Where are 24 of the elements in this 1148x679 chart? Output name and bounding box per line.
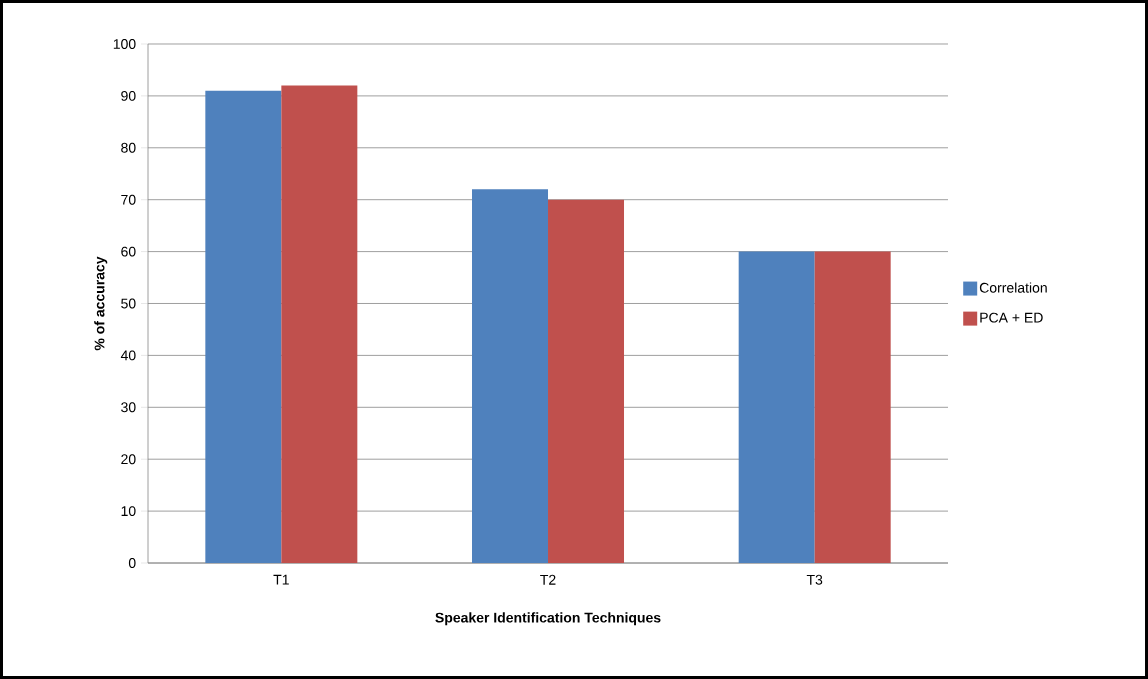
y-tick-label: 80 [121, 142, 136, 153]
x-tick-label: T1 [273, 574, 289, 585]
y-tick-label: 10 [121, 506, 136, 517]
y-tick-label: 60 [121, 246, 136, 257]
y-tick-label: 70 [121, 194, 136, 205]
x-tick-label: T2 [540, 574, 556, 585]
bar [738, 251, 815, 563]
x-tick-label: T3 [806, 574, 823, 585]
y-axis-title: % of accuracy [94, 256, 108, 351]
y-tick-label: 90 [121, 90, 136, 101]
y-tick-label: 30 [121, 402, 136, 413]
bar [281, 85, 358, 563]
y-tick-label: 40 [120, 350, 136, 361]
bar [548, 199, 625, 563]
bar [472, 189, 549, 563]
x-axis-title: Speaker Identification Techniques [435, 612, 661, 626]
y-tick-label: 0 [128, 558, 136, 568]
y-tick-label: 100 [113, 39, 136, 49]
legend-label: PCA + ED [980, 312, 1043, 323]
legend-label: Correlation [979, 282, 1047, 293]
bar [205, 90, 282, 563]
y-tick-label: 20 [121, 454, 136, 465]
bar [814, 251, 891, 563]
y-tick-label: 50 [121, 298, 136, 309]
